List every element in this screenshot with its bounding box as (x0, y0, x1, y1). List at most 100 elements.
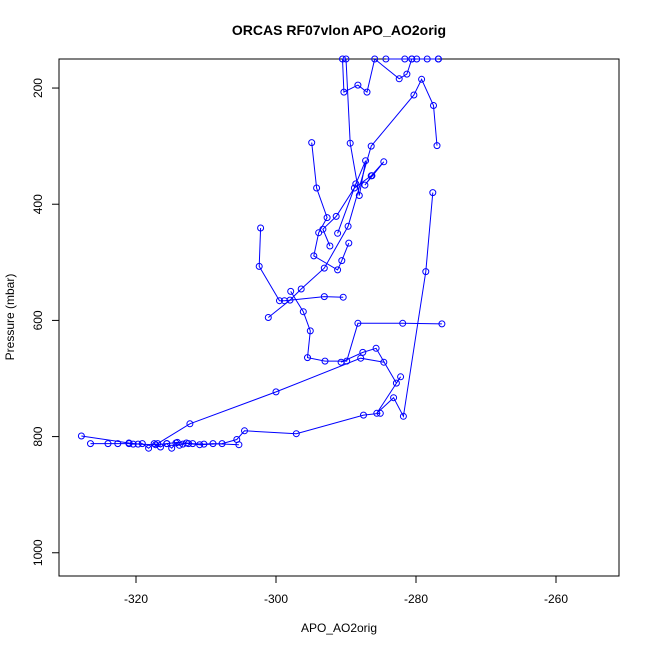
data-point (337, 358, 345, 366)
series-line (258, 227, 344, 302)
data-point (179, 440, 187, 448)
series-line (340, 192, 434, 418)
data-point (361, 181, 369, 189)
data-point (367, 142, 375, 150)
data-point (429, 189, 437, 197)
chart-title: ORCAS RF07vlon APO_AO2orig (232, 22, 446, 38)
x-axis: -320 -300 -280 -260 (124, 576, 568, 606)
y-tick-label: 400 (31, 194, 45, 214)
data-point (287, 287, 295, 295)
data-point (354, 81, 362, 89)
data-point (340, 88, 348, 96)
x-tick-label: -320 (124, 592, 148, 606)
data-point (304, 354, 311, 362)
data-point (186, 420, 194, 428)
data-point (382, 55, 390, 63)
data-point (346, 139, 354, 147)
data-point (297, 285, 305, 293)
x-tick-label: -300 (264, 592, 288, 606)
data-point (430, 102, 437, 109)
data-point (338, 257, 346, 265)
data-point (357, 354, 365, 362)
y-tick-label: 800 (31, 426, 45, 446)
data-point (323, 214, 331, 222)
data-point (320, 264, 328, 272)
data-point (310, 252, 318, 260)
data-point (321, 357, 329, 365)
data-point (380, 158, 388, 166)
data-point (350, 184, 358, 192)
data-point (360, 411, 367, 419)
data-point (138, 440, 146, 448)
data-point (308, 139, 316, 147)
data-point (114, 440, 122, 448)
series-line (290, 291, 442, 362)
data-point (362, 157, 370, 165)
data-point (320, 293, 328, 301)
data-point (315, 229, 323, 237)
data-point (401, 55, 409, 63)
data-point (372, 344, 380, 352)
data-point (422, 268, 430, 276)
data-point (145, 444, 153, 452)
y-axis: 200 400 600 800 1000 (31, 78, 59, 566)
data-point (235, 441, 243, 449)
data-point (150, 440, 158, 448)
data-point (423, 55, 431, 63)
data-point (399, 412, 407, 420)
data-point (319, 225, 327, 233)
data-point (438, 320, 446, 328)
series-line (81, 412, 381, 446)
y-tick-label: 200 (31, 78, 45, 98)
data-point (264, 314, 272, 321)
data-point (175, 441, 183, 449)
data-point (299, 308, 307, 316)
data-point (339, 55, 346, 63)
data-point (403, 70, 411, 78)
data-point (189, 440, 197, 448)
data-point (368, 172, 376, 180)
data-point (286, 296, 294, 304)
data-point (410, 91, 418, 99)
data-point (241, 427, 248, 435)
data-point (255, 262, 263, 270)
series-line (90, 442, 239, 449)
data-point (200, 440, 208, 448)
x-axis-label: APO_AO2orig (301, 621, 377, 635)
data-point (339, 293, 347, 301)
data-point (313, 184, 321, 192)
data-point (392, 379, 400, 387)
series-line (337, 58, 413, 234)
data-point (292, 430, 300, 438)
data-point (168, 444, 176, 452)
data-point (332, 212, 340, 220)
data-point (413, 55, 421, 63)
x-tick-label: -280 (404, 592, 428, 606)
data-point (306, 327, 314, 335)
data-point (257, 224, 265, 232)
data-point (395, 75, 403, 83)
data-point (87, 440, 94, 448)
data-point (334, 229, 342, 237)
data-point (376, 409, 384, 417)
data-point (129, 440, 137, 448)
data-series (77, 55, 446, 452)
y-tick-label: 600 (31, 310, 45, 330)
data-point (418, 75, 426, 83)
data-point (363, 88, 371, 96)
data-point (399, 319, 407, 327)
data-point (77, 432, 85, 440)
data-point (272, 388, 280, 396)
data-point (276, 297, 283, 305)
series-line (311, 142, 350, 271)
data-point (342, 55, 350, 63)
series-line (267, 78, 438, 318)
data-point (345, 239, 353, 247)
data-point (390, 394, 398, 402)
data-point (408, 55, 416, 63)
data-point (354, 319, 362, 327)
x-tick-label: -260 (544, 592, 568, 606)
data-point (434, 55, 442, 63)
data-point (104, 440, 112, 448)
